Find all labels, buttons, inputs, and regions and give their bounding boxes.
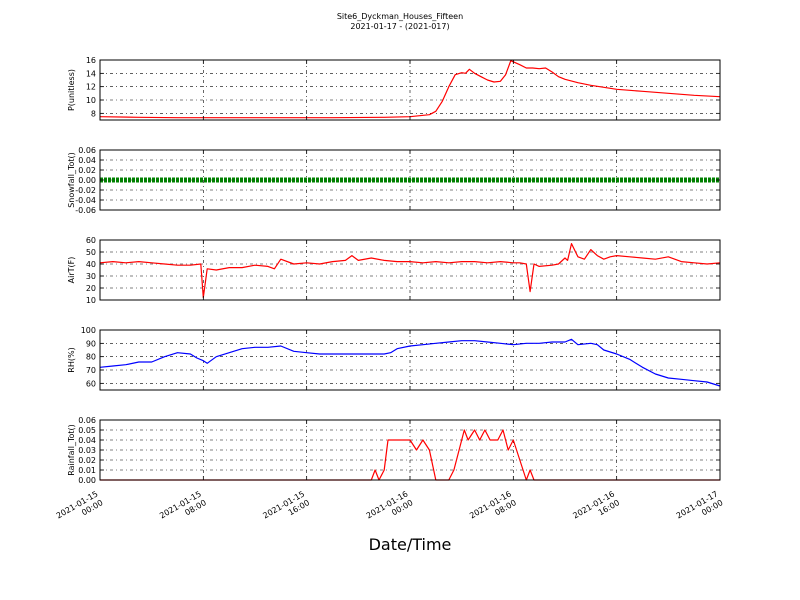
y-tick-label: 0.00: [78, 476, 96, 485]
y-tick-label: 0.06: [78, 146, 96, 155]
chart-title: Site6_Dyckman_Houses_Fifteen: [337, 12, 463, 21]
y-tick-label: 14: [86, 69, 96, 78]
y-tick-label: 0.03: [78, 446, 96, 455]
x-axis-label: Date/Time: [369, 535, 452, 554]
y-tick-label: -0.02: [75, 186, 96, 195]
y-tick-label: -0.04: [75, 196, 96, 205]
panel-1: 8 10 12 14 16 P(unitless): [67, 56, 721, 121]
series-line: [99, 60, 721, 119]
y-tick-label: 0.04: [78, 436, 96, 445]
y-tick-label: 80: [86, 353, 96, 362]
y-axis-label: Snowfall_Tot(): [67, 152, 76, 208]
y-tick-label: 40: [86, 260, 96, 269]
panel-3: 10 20 30 40 50 60 AirT(F): [67, 236, 721, 305]
y-tick-label: 16: [86, 56, 96, 65]
y-tick-label: 0.05: [78, 426, 96, 435]
y-tick-label: 12: [86, 83, 96, 92]
y-tick-label: 0.02: [78, 166, 96, 175]
y-tick-label: 70: [86, 366, 96, 375]
panels: 810121416P(unitless)-0.06-0.04-0.020.000…: [67, 56, 721, 485]
y-tick-label: 10: [86, 96, 96, 105]
y-tick-label: 0.06: [78, 416, 96, 425]
y-tick-label: 60: [86, 236, 96, 245]
panel-2: -0.06-0.04-0.020.000.020.040.06Snowfall_…: [67, 146, 721, 215]
series-line: [100, 429, 720, 481]
y-tick-label: 60: [86, 379, 96, 388]
y-axis-label: RH(%): [67, 347, 76, 372]
y-tick-label: 0.02: [78, 456, 96, 465]
y-axis-label: P(unitless): [67, 69, 76, 111]
panel-5: 0.000.010.020.030.040.050.06Rainfall_Tot…: [67, 416, 721, 485]
panel-4: 60 70 80 90 100 RH(%): [67, 326, 721, 391]
y-axis-label: Rainfall_Tot(): [67, 424, 76, 476]
y-tick-label: 0.04: [78, 156, 96, 165]
y-tick-label: 0.00: [78, 176, 96, 185]
series-line: [99, 338, 721, 387]
y-tick-label: -0.06: [75, 206, 96, 215]
y-tick-label: 20: [86, 284, 96, 293]
y-tick-label: 0.01: [78, 466, 96, 475]
y-tick-label: 90: [86, 339, 96, 348]
y-tick-label: 30: [86, 272, 96, 281]
y-tick-label: 10: [86, 296, 96, 305]
series-line: [99, 243, 721, 299]
y-axis-label: AirT(F): [67, 257, 76, 284]
y-tick-label: 50: [86, 248, 96, 257]
chart-subtitle: 2021-01-17 - (2021-017): [350, 22, 449, 31]
y-tick-label: 100: [81, 326, 96, 335]
y-tick-label: 8: [91, 109, 96, 118]
